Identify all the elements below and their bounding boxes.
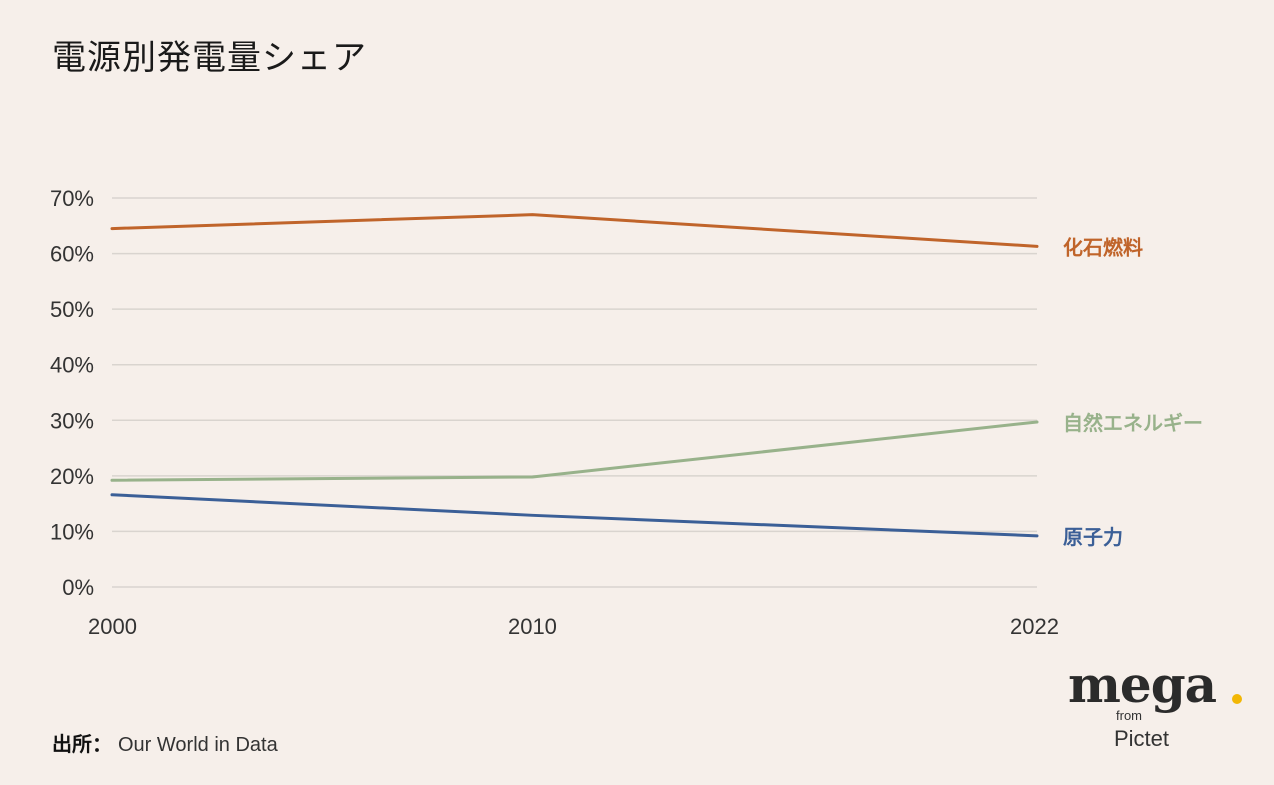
- x-tick-label: 2022: [1010, 614, 1059, 639]
- series-label: 自然エネルギー: [1063, 411, 1203, 435]
- y-tick-label: 0%: [62, 575, 94, 600]
- mega-pictet-logo: mega from Pictet: [1068, 660, 1248, 760]
- y-tick-label: 20%: [50, 464, 94, 489]
- x-tick-label: 2000: [88, 614, 137, 639]
- x-tick-label: 2010: [508, 614, 557, 639]
- logo-dot: [1232, 694, 1242, 704]
- y-tick-label: 70%: [50, 186, 94, 211]
- series-line: [110, 213, 1039, 248]
- y-tick-label: 10%: [50, 519, 94, 544]
- y-tick-label: 60%: [50, 242, 94, 267]
- chart-title: 電源別発電量シェア: [52, 38, 367, 78]
- series-label: 原子力: [1063, 525, 1123, 549]
- source-note: 出所： Our World in Data: [52, 728, 278, 757]
- gridlines: [112, 197, 1037, 588]
- source-value: Our World in Data: [118, 734, 278, 756]
- y-tick-label: 40%: [50, 353, 94, 378]
- logo-pictet: Pictet: [1114, 726, 1170, 751]
- logo-mega: mega: [1068, 655, 1217, 714]
- logo-from: from: [1116, 708, 1142, 723]
- series-line: [110, 493, 1039, 538]
- y-tick-label: 30%: [50, 408, 94, 433]
- y-tick-label: 50%: [50, 297, 94, 322]
- series-lines: [110, 213, 1039, 538]
- y-axis-ticks: 0% 10% 20% 30% 40% 50% 60% 70%: [50, 186, 94, 600]
- series-label: 化石燃料: [1063, 235, 1143, 259]
- series-line: [110, 420, 1039, 482]
- x-axis-ticks: 2000 2010 2022: [88, 614, 1059, 639]
- source-label: 出所：: [52, 732, 112, 756]
